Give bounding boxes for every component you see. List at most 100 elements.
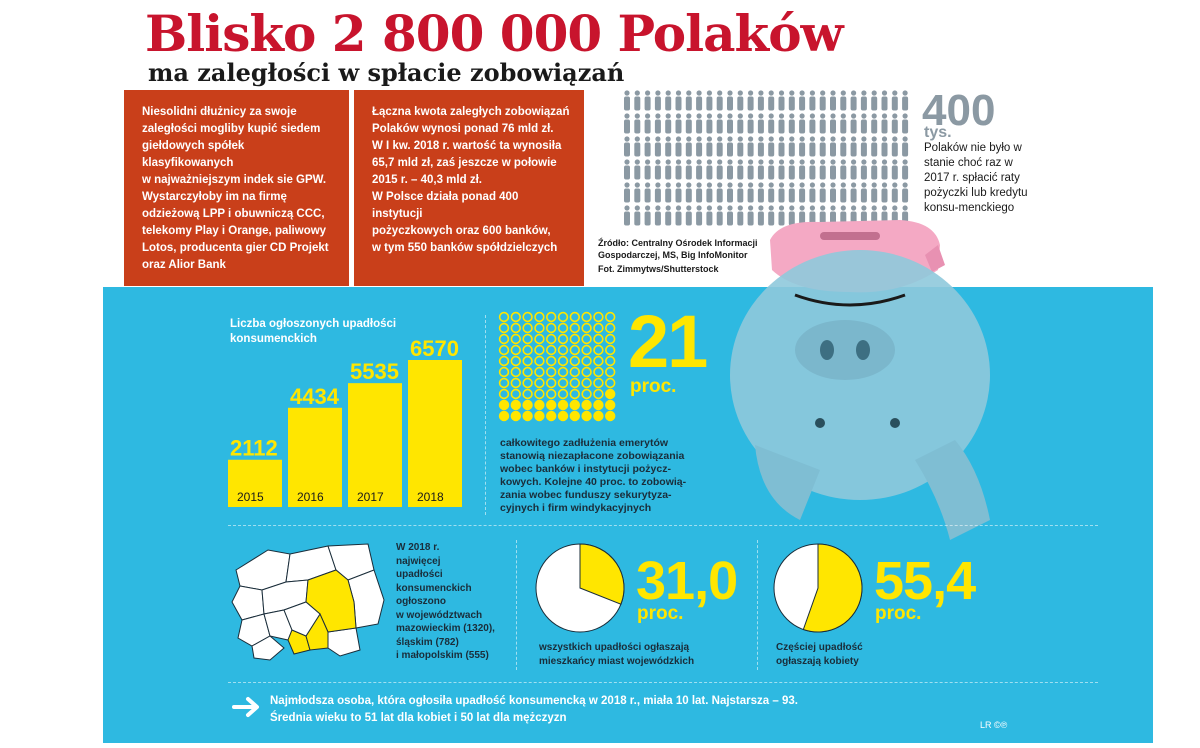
dot-empty xyxy=(581,333,592,345)
bar-2015 xyxy=(228,459,282,507)
person-icon xyxy=(788,182,795,203)
box2-line: w tym 550 banków spółdzielczych xyxy=(372,242,558,254)
dot-empty xyxy=(545,322,557,334)
source-line: Źródło: Centralny Ośrodek Informacji xyxy=(598,238,758,248)
person-icon xyxy=(778,113,785,134)
bar-chart-title: Liczba ogłoszonych upadłości konsumencki… xyxy=(230,318,397,345)
dot-filled xyxy=(581,410,592,422)
dot-filled xyxy=(604,410,616,422)
dot-empty xyxy=(534,355,545,367)
person-icon xyxy=(696,182,703,203)
person-icon xyxy=(850,90,857,111)
person-icon xyxy=(737,90,744,111)
person-icon xyxy=(799,90,806,111)
person-icon xyxy=(778,205,785,226)
person-icon xyxy=(768,90,775,111)
person-icon xyxy=(757,205,764,226)
person-icon xyxy=(644,113,651,134)
dot-empty xyxy=(534,388,545,400)
dot-empty xyxy=(498,333,510,345)
box1-line: oraz Alior Bank xyxy=(142,259,226,271)
dot-empty xyxy=(522,344,533,356)
box1-line: Wystarczyłoby im na firmę xyxy=(142,191,287,203)
dot-empty xyxy=(534,366,545,378)
person-icon xyxy=(706,136,713,157)
person-icon xyxy=(747,136,754,157)
person-icon xyxy=(891,113,898,134)
person-icon xyxy=(757,182,764,203)
dot-filled xyxy=(557,410,569,422)
person-icon xyxy=(850,113,857,134)
person-icon xyxy=(830,90,836,111)
dot-empty xyxy=(510,333,521,345)
person-icon xyxy=(850,136,857,157)
person-icon xyxy=(850,182,857,203)
stat-400-number: 400 xyxy=(922,86,996,135)
pie2-description: Częściej upadłość ogłaszają kobiety xyxy=(776,641,896,668)
person-icon xyxy=(891,90,898,111)
footer-line: Najmłodsza osoba, która ogłosiła upadłoś… xyxy=(270,695,798,707)
person-icon xyxy=(675,182,682,203)
person-icon xyxy=(871,113,878,134)
person-icon xyxy=(737,113,744,134)
person-icon xyxy=(654,136,661,157)
person-icon xyxy=(727,159,733,180)
person-icon xyxy=(696,205,703,226)
dot-empty xyxy=(569,344,581,356)
percentage-dot-grid xyxy=(498,311,616,422)
person-icon xyxy=(902,113,909,134)
dot-empty xyxy=(593,322,604,334)
dot-empty xyxy=(569,333,581,345)
person-icon xyxy=(747,113,754,134)
person-icon xyxy=(644,159,651,180)
person-icon xyxy=(902,182,909,203)
source-note: Źródło: Centralny Ośrodek Informacji Gos… xyxy=(598,237,798,261)
bankruptcies-bar-chart: 2112 2015 4434 2016 5535 2017 6570 2018 xyxy=(228,336,462,507)
map-line: konsumenckich xyxy=(396,582,472,594)
person-icon xyxy=(716,159,723,180)
person-icon xyxy=(716,205,723,226)
person-icon xyxy=(891,159,898,180)
pie1-line: mieszkańcy miast wojewódzkich xyxy=(539,655,695,667)
dot-empty xyxy=(557,311,569,323)
person-icon xyxy=(747,205,754,226)
box2-line: pożyczkowych oraz 600 banków, xyxy=(372,225,551,237)
pie-chart-women xyxy=(773,543,863,633)
dot-empty xyxy=(604,322,616,334)
person-icon xyxy=(799,159,806,180)
person-icon xyxy=(768,205,775,226)
person-icon xyxy=(840,136,847,157)
person-icon xyxy=(830,113,836,134)
person-icon xyxy=(871,136,878,157)
dot-empty xyxy=(557,344,569,356)
dot-empty xyxy=(581,366,592,378)
dot-empty xyxy=(522,311,533,323)
pie-chart-city-residents xyxy=(535,543,625,633)
person-icon xyxy=(840,182,847,203)
person-icon xyxy=(788,159,795,180)
map-line: ogłoszono xyxy=(396,596,446,607)
dot-empty xyxy=(510,377,521,389)
box1-line: Lotos, producenta gier CD Projekt xyxy=(142,242,329,254)
photo-credit: Fot. Zimmytws/Shutterstock xyxy=(598,264,719,274)
person-icon xyxy=(891,136,898,157)
person-icon xyxy=(716,182,723,203)
dot-empty xyxy=(557,388,569,400)
person-icon xyxy=(644,182,651,203)
dot-filled xyxy=(534,410,545,422)
bar-category-label: 2016 xyxy=(297,490,324,504)
dot-empty xyxy=(557,355,569,367)
dot-empty xyxy=(581,388,592,400)
section-divider xyxy=(757,540,758,670)
person-icon xyxy=(675,90,682,111)
person-icon xyxy=(634,182,641,203)
person-icon xyxy=(624,159,630,180)
dot-empty xyxy=(593,355,604,367)
person-icon xyxy=(768,159,775,180)
dot-empty xyxy=(581,322,592,334)
box1-line: odzieżową LPP i obuwniczą CCC, xyxy=(142,208,325,220)
dot-filled xyxy=(581,399,592,411)
poland-voivodeship-map xyxy=(231,543,385,661)
dot-empty xyxy=(604,377,616,389)
arrow-right-icon xyxy=(232,697,259,717)
